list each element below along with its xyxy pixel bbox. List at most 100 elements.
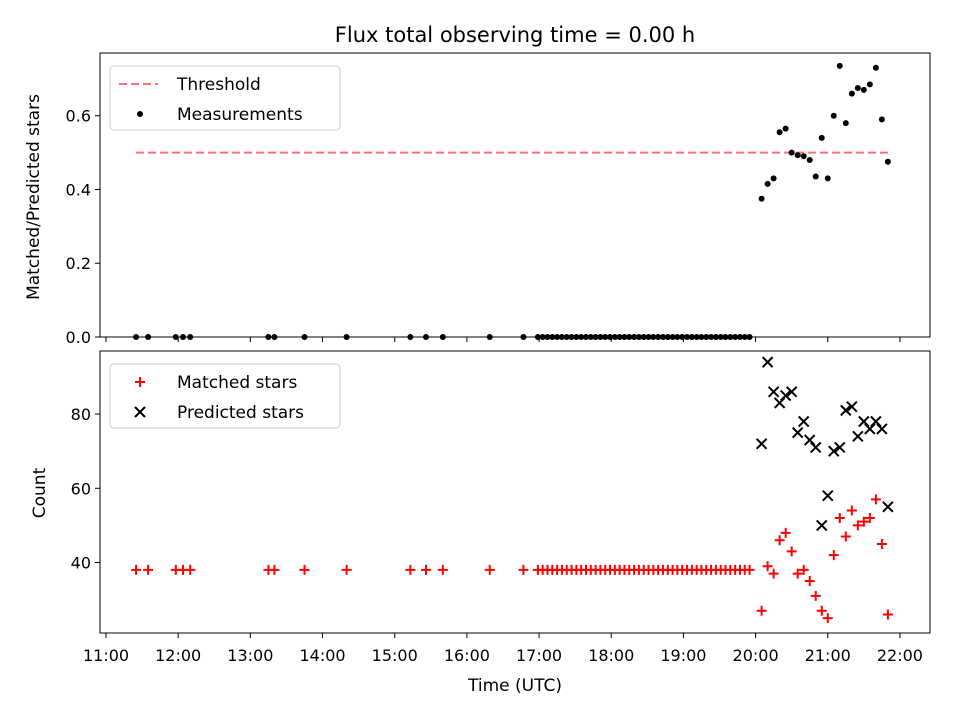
x-axis-label: Time (UTC) xyxy=(467,676,562,696)
matched-point xyxy=(858,516,869,527)
legend-label: Matched stars xyxy=(177,373,297,393)
legend-predicted-swatch xyxy=(134,406,146,418)
predicted-point xyxy=(876,423,888,435)
matched-point xyxy=(780,527,791,538)
matched-point xyxy=(798,564,809,575)
measurement-point xyxy=(764,180,771,187)
measurement-point xyxy=(800,153,807,160)
matched-point xyxy=(840,531,851,542)
measurement-point xyxy=(806,156,813,163)
measurement-point xyxy=(860,86,867,93)
matched-point xyxy=(810,590,821,601)
measurement-point xyxy=(866,81,873,88)
x-tick-label: 20:00 xyxy=(733,646,779,665)
matched-point xyxy=(852,520,863,531)
axes-frame xyxy=(99,52,931,338)
matched-point xyxy=(774,535,785,546)
chart-title: Flux total observing time = 0.00 h xyxy=(335,23,695,47)
matched-point xyxy=(484,564,495,575)
matched-point xyxy=(269,564,280,575)
matched-point xyxy=(185,564,196,575)
legend-matched-swatch xyxy=(135,377,145,387)
x-tick-label: 21:00 xyxy=(805,646,851,665)
measurement-point xyxy=(830,112,837,119)
predicted-point xyxy=(828,445,840,457)
measurement-point xyxy=(782,125,789,132)
legend-label: Measurements xyxy=(177,105,303,125)
predicted-point xyxy=(761,356,774,368)
predicted-point xyxy=(834,441,846,454)
x-tick-label: 14:00 xyxy=(299,646,345,665)
legend xyxy=(109,363,341,429)
y-tick-label: 0.6 xyxy=(66,107,91,126)
predicted-point xyxy=(797,415,810,428)
measurement-point xyxy=(872,64,879,71)
matched-point xyxy=(864,512,875,523)
matched-point xyxy=(143,564,154,575)
predicted-point xyxy=(767,386,780,398)
matched-point xyxy=(437,564,448,575)
measurement-point xyxy=(842,120,849,127)
y-tick-label: 80 xyxy=(71,405,91,424)
x-tick-label: 22:00 xyxy=(877,646,923,665)
y-tick-label: 0.2 xyxy=(66,254,91,273)
legend-measurement-swatch xyxy=(137,111,143,117)
measurement-point xyxy=(836,62,843,69)
matched-point xyxy=(792,568,803,579)
measurement-point xyxy=(812,173,819,180)
measurement-point xyxy=(758,195,765,202)
measurement-point xyxy=(878,116,885,123)
measurement-point xyxy=(776,129,783,136)
matched-point xyxy=(299,564,310,575)
axes-frame xyxy=(99,350,931,634)
measurement-point xyxy=(794,152,801,159)
matched-point xyxy=(786,546,797,557)
bottom-y-axis-label: Count xyxy=(30,467,50,518)
matched-point xyxy=(870,494,881,505)
predicted-point xyxy=(791,426,804,439)
matched-point xyxy=(834,512,845,523)
measurement-point xyxy=(824,175,831,182)
matched-point xyxy=(341,564,352,575)
x-tick-label: 19:00 xyxy=(660,646,706,665)
matched-point xyxy=(828,550,839,561)
predicted-point xyxy=(816,519,828,532)
matched-point xyxy=(420,564,431,575)
y-tick-label: 0.4 xyxy=(66,180,91,199)
predicted-point xyxy=(785,386,798,398)
predicted-point xyxy=(846,400,858,413)
predicted-point xyxy=(882,501,894,513)
matched-point xyxy=(405,564,416,575)
x-tick-label: 15:00 xyxy=(372,646,418,665)
matched-point xyxy=(882,609,893,620)
top-y-axis-label: Matched/Predicted stars xyxy=(24,94,44,300)
predicted-point xyxy=(810,441,822,454)
x-tick-label: 16:00 xyxy=(444,646,490,665)
x-tick-label: 18:00 xyxy=(588,646,634,665)
matched-point xyxy=(822,613,833,624)
predicted-point xyxy=(840,404,852,417)
top-axes: 0.0 0.2 0.4 0.6 Threshold Measurements xyxy=(66,52,931,347)
x-tick-label: 12:00 xyxy=(155,646,201,665)
matched-point xyxy=(768,568,779,579)
measurement-point xyxy=(848,90,855,97)
matched-point xyxy=(756,605,767,616)
x-tick-label: 11:00 xyxy=(83,646,129,665)
matched-point xyxy=(744,564,755,575)
legend-label: Threshold xyxy=(176,75,261,95)
measurement-point xyxy=(884,158,891,165)
matched-point xyxy=(804,576,815,587)
matched-point xyxy=(846,505,857,516)
predicted-point xyxy=(822,490,834,502)
x-tick-label: 17:00 xyxy=(516,646,562,665)
measurement-point xyxy=(770,175,777,182)
matched-point xyxy=(518,564,529,575)
x-tick-label: 13:00 xyxy=(227,646,273,665)
measurement-point xyxy=(788,149,795,156)
matched-point xyxy=(876,538,887,549)
matched-point xyxy=(762,561,773,572)
predicted-point xyxy=(779,389,792,402)
y-tick-label: 40 xyxy=(71,554,91,573)
y-tick-label: 60 xyxy=(71,479,91,498)
